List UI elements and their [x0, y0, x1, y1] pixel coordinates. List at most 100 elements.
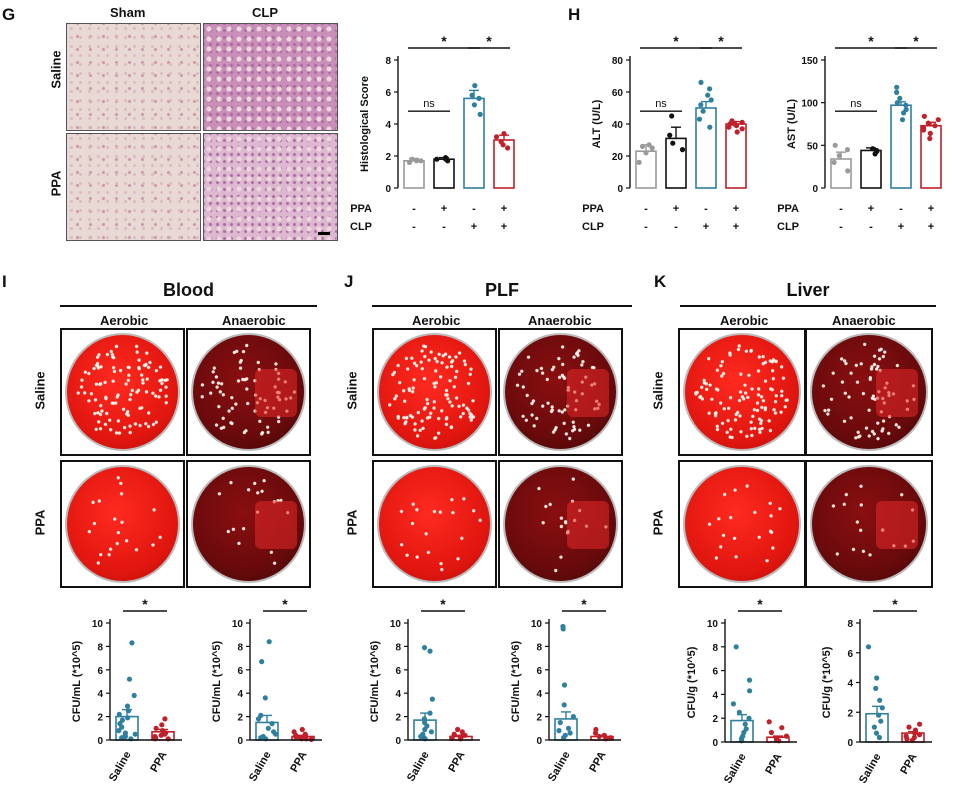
y-tick-label: 4 [237, 689, 243, 700]
data-point [476, 95, 482, 101]
sig-star: * [486, 33, 492, 49]
y-tick-label: 8 [395, 642, 401, 653]
data-point [927, 130, 933, 136]
data-point [921, 113, 927, 119]
y-tick-label: 4 [712, 690, 718, 701]
y-axis-label: AST (U/L) [786, 99, 798, 149]
y-tick-label: 10 [232, 619, 244, 630]
y-tick-label: 4 [847, 679, 853, 690]
data-point [874, 147, 880, 154]
condition-label-clp: CLP [777, 221, 799, 233]
chart-plf-anaerobic: 0 2 4 6 8 10 CFU/mL (*10^6) * Saline PPA [510, 596, 621, 784]
data-point [501, 131, 507, 137]
y-tick-label: 2 [395, 713, 401, 724]
data-point [639, 143, 646, 149]
condition-sign: - [442, 221, 446, 233]
data-point [422, 726, 428, 733]
y-tick-label: 10 [390, 619, 402, 630]
data-point [873, 685, 879, 691]
data-point [832, 142, 838, 148]
y-tick-label: 4 [395, 689, 401, 700]
x-tick-label: Saline [405, 750, 432, 784]
data-point [904, 736, 910, 742]
data-point [299, 726, 305, 733]
x-tick-label: PPA [148, 749, 169, 774]
sig-star: * [673, 33, 679, 49]
col-label-sham: Sham [110, 5, 146, 20]
x-tick-label: PPA [763, 751, 784, 776]
row-label-j-ppa: PPA [344, 509, 360, 536]
section-rule-j [372, 305, 632, 307]
data-point [560, 626, 566, 632]
data-point [766, 719, 772, 725]
x-tick-label: Saline [247, 750, 274, 784]
plate-box-j-ppa-aerobic [372, 460, 497, 588]
data-point [119, 735, 125, 741]
col-label-k-aerobic: Aerobic [720, 313, 769, 328]
y-tick-label: 2 [847, 708, 853, 719]
agar-plate-k-ppa-aerobic [683, 465, 801, 583]
condition-label-clp: CLP [350, 221, 372, 233]
condition-sign: - [674, 221, 678, 233]
colonies [67, 335, 178, 449]
y-tick-label: 6 [536, 666, 542, 677]
condition-sign: - [412, 221, 416, 233]
data-point [877, 697, 883, 703]
section-title-i: Blood [163, 280, 214, 300]
chart-blood-anaerobic: 0 2 4 6 8 10 CFU/mL (*10^5) * Saline PPA [211, 596, 322, 784]
sig-star: * [581, 596, 587, 612]
agar-plate-i-saline-anaerobic [191, 333, 306, 451]
y-axis-label: CFU/mL (*10^6) [510, 640, 522, 722]
data-point [894, 89, 900, 95]
data-point [427, 648, 433, 654]
streak-mark [875, 369, 918, 418]
data-point [493, 134, 500, 140]
data-point [567, 730, 573, 736]
row-label-i-ppa: PPA [32, 509, 48, 536]
y-tick-label: 0 [812, 184, 818, 195]
streak-mark [567, 369, 610, 418]
chart-liver-anaerobic: 0 2 4 6 8 CFU/g (*10^5) * Saline PPA [821, 596, 932, 786]
data-point [561, 735, 567, 741]
condition-sign: - [839, 203, 843, 215]
bar [433, 158, 455, 189]
panel-label-g: G [2, 5, 16, 24]
sig-ns: ns [655, 98, 667, 110]
agar-plate-j-saline-anaerobic [503, 333, 618, 451]
data-point [768, 729, 774, 736]
sig-star: * [718, 33, 724, 49]
sig-star: * [440, 596, 446, 612]
data-point [162, 716, 168, 722]
y-tick-label: 2 [712, 714, 718, 725]
chart-histological-score: 0 2 4 6 8 Histological Score ns * * PPA CLP - - + - - + +… [350, 33, 515, 233]
data-point [747, 688, 753, 694]
data-point [726, 124, 732, 130]
data-point [670, 140, 676, 146]
data-point [878, 718, 884, 724]
data-point [906, 724, 912, 730]
sig-ns: ns [423, 98, 435, 110]
y-tick-label: 10 [531, 619, 543, 630]
data-point [505, 145, 511, 151]
streak-mark [567, 501, 610, 550]
plate-box-j-ppa-anaerobic [498, 460, 623, 588]
condition-sign: + [703, 221, 709, 233]
micrograph-sham-saline [66, 23, 201, 131]
data-point [696, 116, 703, 122]
y-tick-label: 4 [97, 689, 103, 700]
agar-plate-i-ppa-aerobic [65, 465, 180, 583]
section-title-j: PLF [485, 280, 519, 300]
y-tick-label: 100 [801, 99, 818, 110]
col-label-j-aerobic: Aerobic [412, 313, 461, 328]
data-point [917, 721, 923, 727]
data-point [259, 659, 265, 665]
condition-sign: + [501, 221, 507, 233]
bar [463, 97, 485, 189]
agar-plate-j-ppa-aerobic [377, 465, 492, 583]
sig-star: * [142, 596, 148, 612]
condition-sign: - [472, 203, 476, 215]
data-point [679, 147, 686, 153]
y-axis-label: CFU/mL (*10^6) [369, 640, 381, 722]
data-point [116, 711, 122, 717]
y-tick-label: 4 [536, 689, 542, 700]
